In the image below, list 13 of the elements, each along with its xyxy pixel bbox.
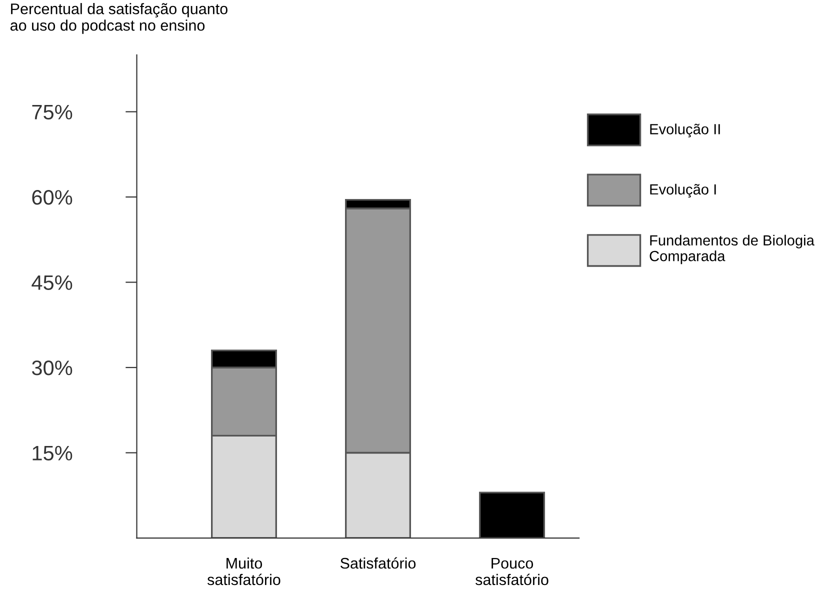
x-tick-label: Muito satisfatório xyxy=(207,557,280,586)
legend-label: Evolução II xyxy=(650,124,720,138)
x-tick-label: Satisfatório xyxy=(340,557,416,569)
bar xyxy=(479,492,546,538)
y-axis-title: Percentual da satisfação quanto ao uso do podcast no ensino xyxy=(10,3,228,34)
x-tick-label: Pouco satisfatório xyxy=(476,558,548,586)
legend-label: Evolução I xyxy=(650,184,716,198)
legend-label: Fundamentos de Biologia Comparada xyxy=(650,234,814,264)
y-tick-label: 45% xyxy=(32,275,72,290)
y-tick-label: 30% xyxy=(32,360,72,376)
y-tick-label: 60% xyxy=(32,190,72,205)
y-tick-label: 75% xyxy=(32,104,72,120)
y-tick-label: 15% xyxy=(32,446,72,461)
